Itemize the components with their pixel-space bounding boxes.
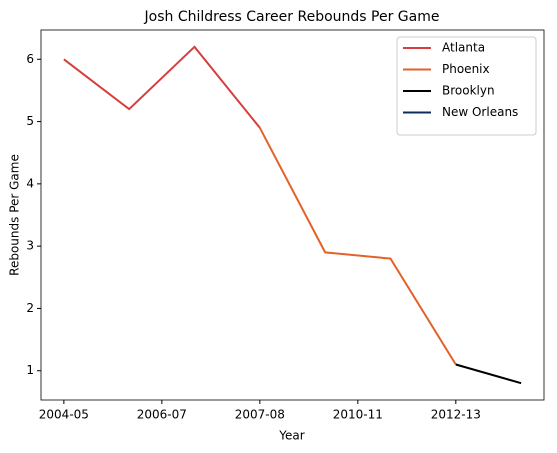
legend-label: Brooklyn: [442, 84, 495, 98]
line: [63, 45, 261, 129]
y-tick-label: 6: [26, 52, 34, 66]
x-tick-label: 2006-07: [137, 408, 187, 422]
chart-title: Josh Childress Career Rebounds Per Game: [144, 9, 440, 25]
x-tick-label: 2007-08: [235, 408, 285, 422]
x-axis-label: Year: [278, 429, 304, 443]
line: [258, 127, 457, 366]
y-tick-label: 3: [26, 239, 34, 253]
legend-label: Phoenix: [442, 62, 490, 76]
x-tick-label: 2010-11: [333, 408, 383, 422]
legend-box: [396, 36, 537, 136]
line: [455, 363, 522, 385]
y-axis-label: Rebounds Per Game: [8, 154, 22, 276]
x-tick-label: 2004-05: [39, 408, 89, 422]
y-tick-label: 2: [26, 301, 34, 315]
y-tick-label: 5: [26, 114, 34, 128]
legend-label: New Orleans: [442, 105, 518, 119]
y-tick-label: 4: [26, 176, 34, 190]
y-tick-label: 1: [26, 363, 34, 377]
x-tick-label: 2012-13: [431, 408, 481, 422]
legend-label: Atlanta: [442, 41, 485, 55]
plot-frame: [40, 29, 545, 401]
